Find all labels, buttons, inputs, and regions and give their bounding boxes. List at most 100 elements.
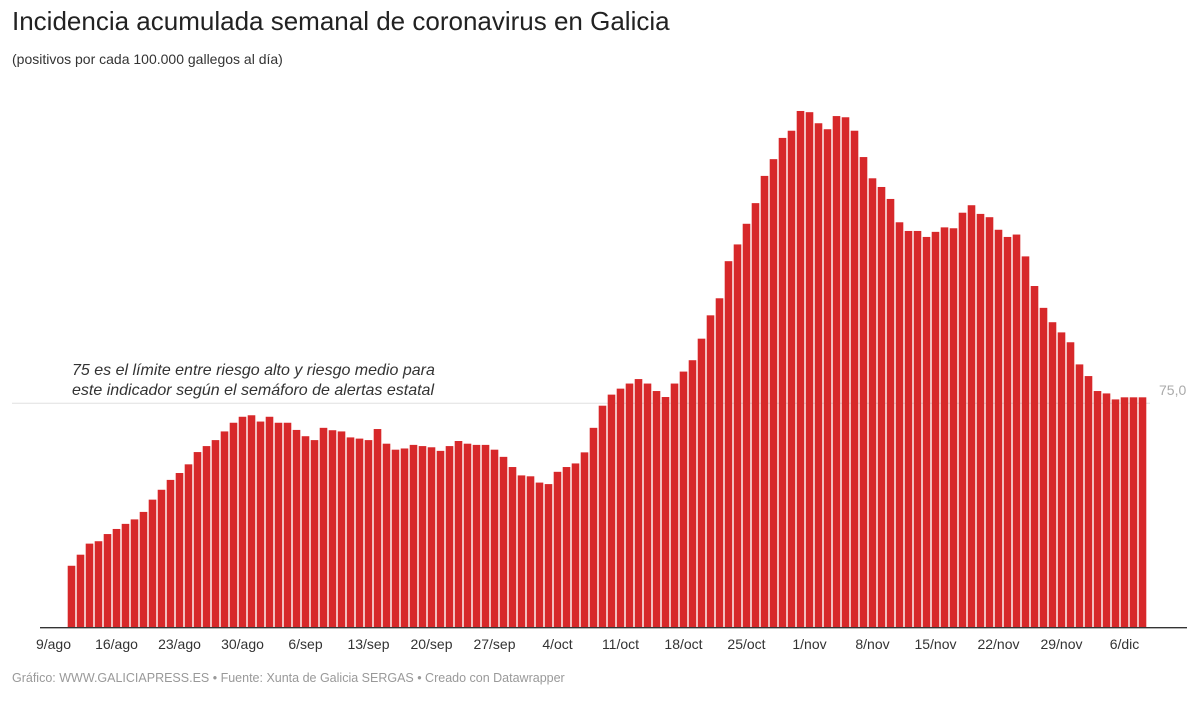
bar-12/oct [625, 383, 634, 628]
bar-27/ago [211, 440, 220, 628]
x-tick-label: 1/nov [792, 636, 826, 652]
chart-subtitle: (positivos por cada 100.000 gallegos al … [12, 51, 283, 67]
bar-22/sep [445, 446, 454, 628]
bar-29/sep [508, 467, 517, 628]
bar-30/ago [238, 416, 247, 628]
x-tick-label: 9/ago [36, 636, 71, 652]
bar-26/ago [202, 446, 211, 628]
bar-22/oct [715, 298, 724, 628]
bar-11/ago [67, 565, 76, 628]
bar-6/oct [571, 463, 580, 628]
annotation-line-2: este indicador según el semáforo de aler… [72, 382, 434, 399]
bar-8/oct [589, 427, 598, 628]
bar-28/ago [220, 431, 229, 628]
bar-10/nov [886, 198, 895, 628]
bar-15/oct [652, 391, 661, 628]
bar-1/nov [805, 112, 814, 628]
bar-25/sep [472, 444, 481, 628]
x-tick-label: 29/nov [1040, 636, 1082, 652]
bar-9/nov [877, 186, 886, 628]
bar-13/ago [85, 543, 94, 628]
bar-2/sep [265, 416, 274, 628]
bar-21/sep [436, 450, 445, 628]
bar-19/oct [688, 360, 697, 628]
bar-24/oct [733, 244, 742, 628]
bar-19/nov [967, 205, 976, 628]
x-tick-label: 18/oct [664, 636, 702, 652]
bar-27/nov [1039, 307, 1048, 628]
bar-29/ago [229, 422, 238, 628]
x-tick-label: 30/ago [221, 636, 264, 652]
bar-4/dic [1102, 393, 1111, 628]
x-tick-label: 23/ago [158, 636, 201, 652]
bar-16/sep [391, 449, 400, 628]
x-tick-label: 20/sep [410, 636, 452, 652]
bar-7/oct [580, 452, 589, 628]
bar-12/nov [904, 230, 913, 628]
bar-23/ago [175, 473, 184, 628]
bar-25/ago [193, 452, 202, 628]
bar-3/oct [544, 484, 553, 628]
bar-4/oct [553, 471, 562, 628]
bar-7/sep [310, 440, 319, 628]
bar-8/nov [868, 178, 877, 628]
bar-24/ago [184, 464, 193, 628]
bar-7/dic [1129, 397, 1138, 628]
bar-5/sep [292, 429, 301, 628]
bar-20/ago [148, 499, 157, 628]
x-tick-label: 16/ago [95, 636, 138, 652]
bar-3/dic [1093, 391, 1102, 628]
bar-4/nov [832, 116, 841, 628]
bar-14/sep [373, 429, 382, 628]
bar-7/nov [859, 157, 868, 628]
bar-26/nov [1030, 286, 1039, 628]
x-tick-label: 22/nov [977, 636, 1019, 652]
bar-27/sep [490, 449, 499, 628]
bar-18/sep [409, 444, 418, 628]
bar-15/ago [103, 534, 112, 628]
bar-28/oct [769, 159, 778, 628]
bar-6/nov [850, 130, 859, 628]
bar-26/sep [481, 444, 490, 628]
bar-20/oct [697, 338, 706, 628]
bar-3/nov [823, 129, 832, 628]
bar-16/oct [661, 397, 670, 628]
bar-12/sep [355, 438, 364, 628]
x-axis-ticks: 9/ago 16/ago 23/ago 30/ago 6/sep 13/sep 20/sep… [36, 636, 1139, 652]
bar-24/nov [1012, 234, 1021, 628]
bar-11/nov [895, 222, 904, 628]
bar-14/ago [94, 541, 103, 628]
bar-25/oct [742, 223, 751, 628]
bar-22/ago [166, 479, 175, 628]
bar-29/nov [1057, 332, 1066, 628]
bar-8/dic [1138, 397, 1147, 628]
bar-17/nov [949, 228, 958, 628]
bar-26/oct [751, 203, 760, 628]
bar-17/oct [670, 383, 679, 628]
bar-1/oct [526, 476, 535, 628]
bar-1/sep [256, 421, 265, 628]
threshold-annotation: 75 es el límite entre riesgo alto y ries… [72, 361, 435, 401]
footer-credits: Gráfico: WWW.GALICIAPRESS.ES • Fuente: X… [12, 671, 565, 685]
bar-4/sep [283, 422, 292, 628]
bar-6/sep [301, 436, 310, 628]
bar-5/nov [841, 117, 850, 628]
x-tick-label: 6/dic [1110, 636, 1140, 652]
bar-2/dic [1084, 376, 1093, 628]
x-tick-label: 8/nov [855, 636, 889, 652]
bar-20/nov [976, 213, 985, 628]
bar-14/oct [643, 383, 652, 628]
bar-13/sep [364, 440, 373, 628]
bar-10/sep [337, 431, 346, 628]
bar-5/oct [562, 467, 571, 628]
bar-27/oct [760, 175, 769, 628]
bar-31/ago [247, 415, 256, 628]
bar-18/oct [679, 371, 688, 628]
x-tick-label: 4/oct [542, 636, 572, 652]
bar-15/nov [931, 231, 940, 628]
bar-6/dic [1120, 397, 1129, 628]
x-tick-label: 11/oct [602, 636, 639, 652]
bar-9/sep [328, 430, 337, 628]
bar-17/ago [121, 523, 130, 628]
